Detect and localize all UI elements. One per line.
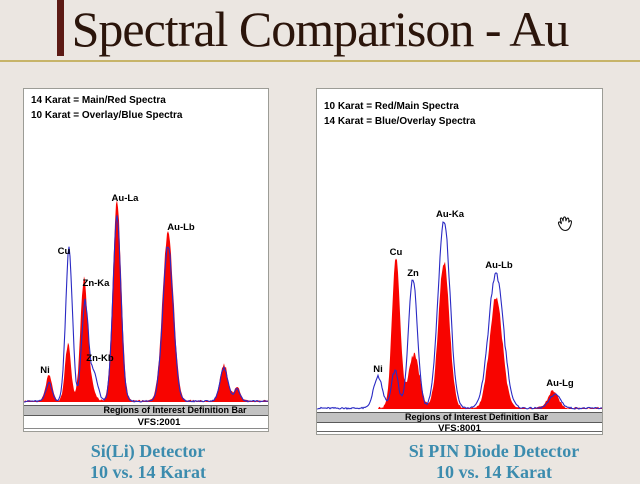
spectrum-legend: 10 Karat = Red/Main Spectra 14 Karat = B…: [324, 99, 475, 129]
caption-si-pin: Si PIN Diode Detector 10 vs. 14 Karat: [374, 441, 614, 483]
spectrum-series: [317, 221, 602, 410]
roi-bar-label: Regions of Interest Definition Bar: [404, 412, 548, 422]
title-accent-bar: [57, 0, 64, 56]
peak-label: Au-Lb: [167, 222, 195, 233]
legend-line: 14 Karat = Main/Red Spectra: [31, 95, 166, 106]
slide-title: Spectral Comparison - Au: [71, 1, 570, 57]
title-underline: [0, 60, 640, 62]
peak-label: Cu: [58, 246, 71, 257]
grab-hand-cursor: [555, 213, 577, 235]
spectrum-series: [24, 199, 268, 402]
roi-definition-bar[interactable]: Regions of Interest Definition Bar: [317, 412, 602, 423]
caption-line: 10 vs. 14 Karat: [90, 462, 206, 482]
caption-line: 10 vs. 14 Karat: [436, 462, 552, 482]
vfs-readout: VFS:2001: [24, 417, 268, 428]
caption-line: Si(Li) Detector: [90, 441, 206, 461]
spectrum-plot[interactable]: Ni Cu Zn Au-Ka Au-Lb Au-Lg: [317, 89, 602, 411]
legend-line: 10 Karat = Overlay/Blue Spectra: [31, 110, 183, 121]
spectrum-window-si-pin: 10 Karat = Red/Main Spectra 14 Karat = B…: [316, 88, 603, 435]
peak-label: Au-Ka: [436, 209, 465, 220]
vfs-value: VFS:8001: [438, 423, 481, 434]
legend-line: 14 Karat = Blue/Overlay Spectra: [324, 116, 476, 127]
vfs-readout: VFS:8001: [317, 423, 602, 434]
peak-label: Au-Lg: [546, 378, 574, 389]
peak-label: Zn: [407, 268, 419, 279]
peak-label: Cu: [390, 247, 403, 258]
peak-label: Au-Lb: [485, 260, 513, 271]
peak-label: Ni: [40, 365, 50, 376]
caption-line: Si PIN Diode Detector: [408, 441, 580, 461]
peak-label: Ni: [373, 364, 383, 375]
panel-footer-rule: [24, 428, 268, 429]
roi-definition-bar[interactable]: Regions of Interest Definition Bar: [24, 405, 268, 416]
spectrum-legend: 14 Karat = Main/Red Spectra 10 Karat = O…: [31, 93, 182, 123]
peak-label: Au-La: [112, 193, 140, 204]
spectrum-series: [24, 215, 268, 403]
legend-line: 10 Karat = Red/Main Spectra: [324, 101, 459, 112]
spectrum-window-si-li: 14 Karat = Main/Red Spectra 10 Karat = O…: [23, 88, 269, 432]
roi-bar-label: Regions of Interest Definition Bar: [103, 405, 247, 415]
vfs-value: VFS:2001: [137, 417, 181, 428]
panel-footer-rule: [317, 431, 602, 432]
peak-label: Zn-Kb: [86, 353, 114, 364]
peak-label: Zn-Ka: [83, 278, 111, 289]
spectrum-plot[interactable]: Ni Cu Zn-Ka Zn-Kb Au-La Au-Lb: [24, 89, 268, 404]
caption-si-li: Si(Li) Detector 10 vs. 14 Karat: [28, 441, 268, 483]
